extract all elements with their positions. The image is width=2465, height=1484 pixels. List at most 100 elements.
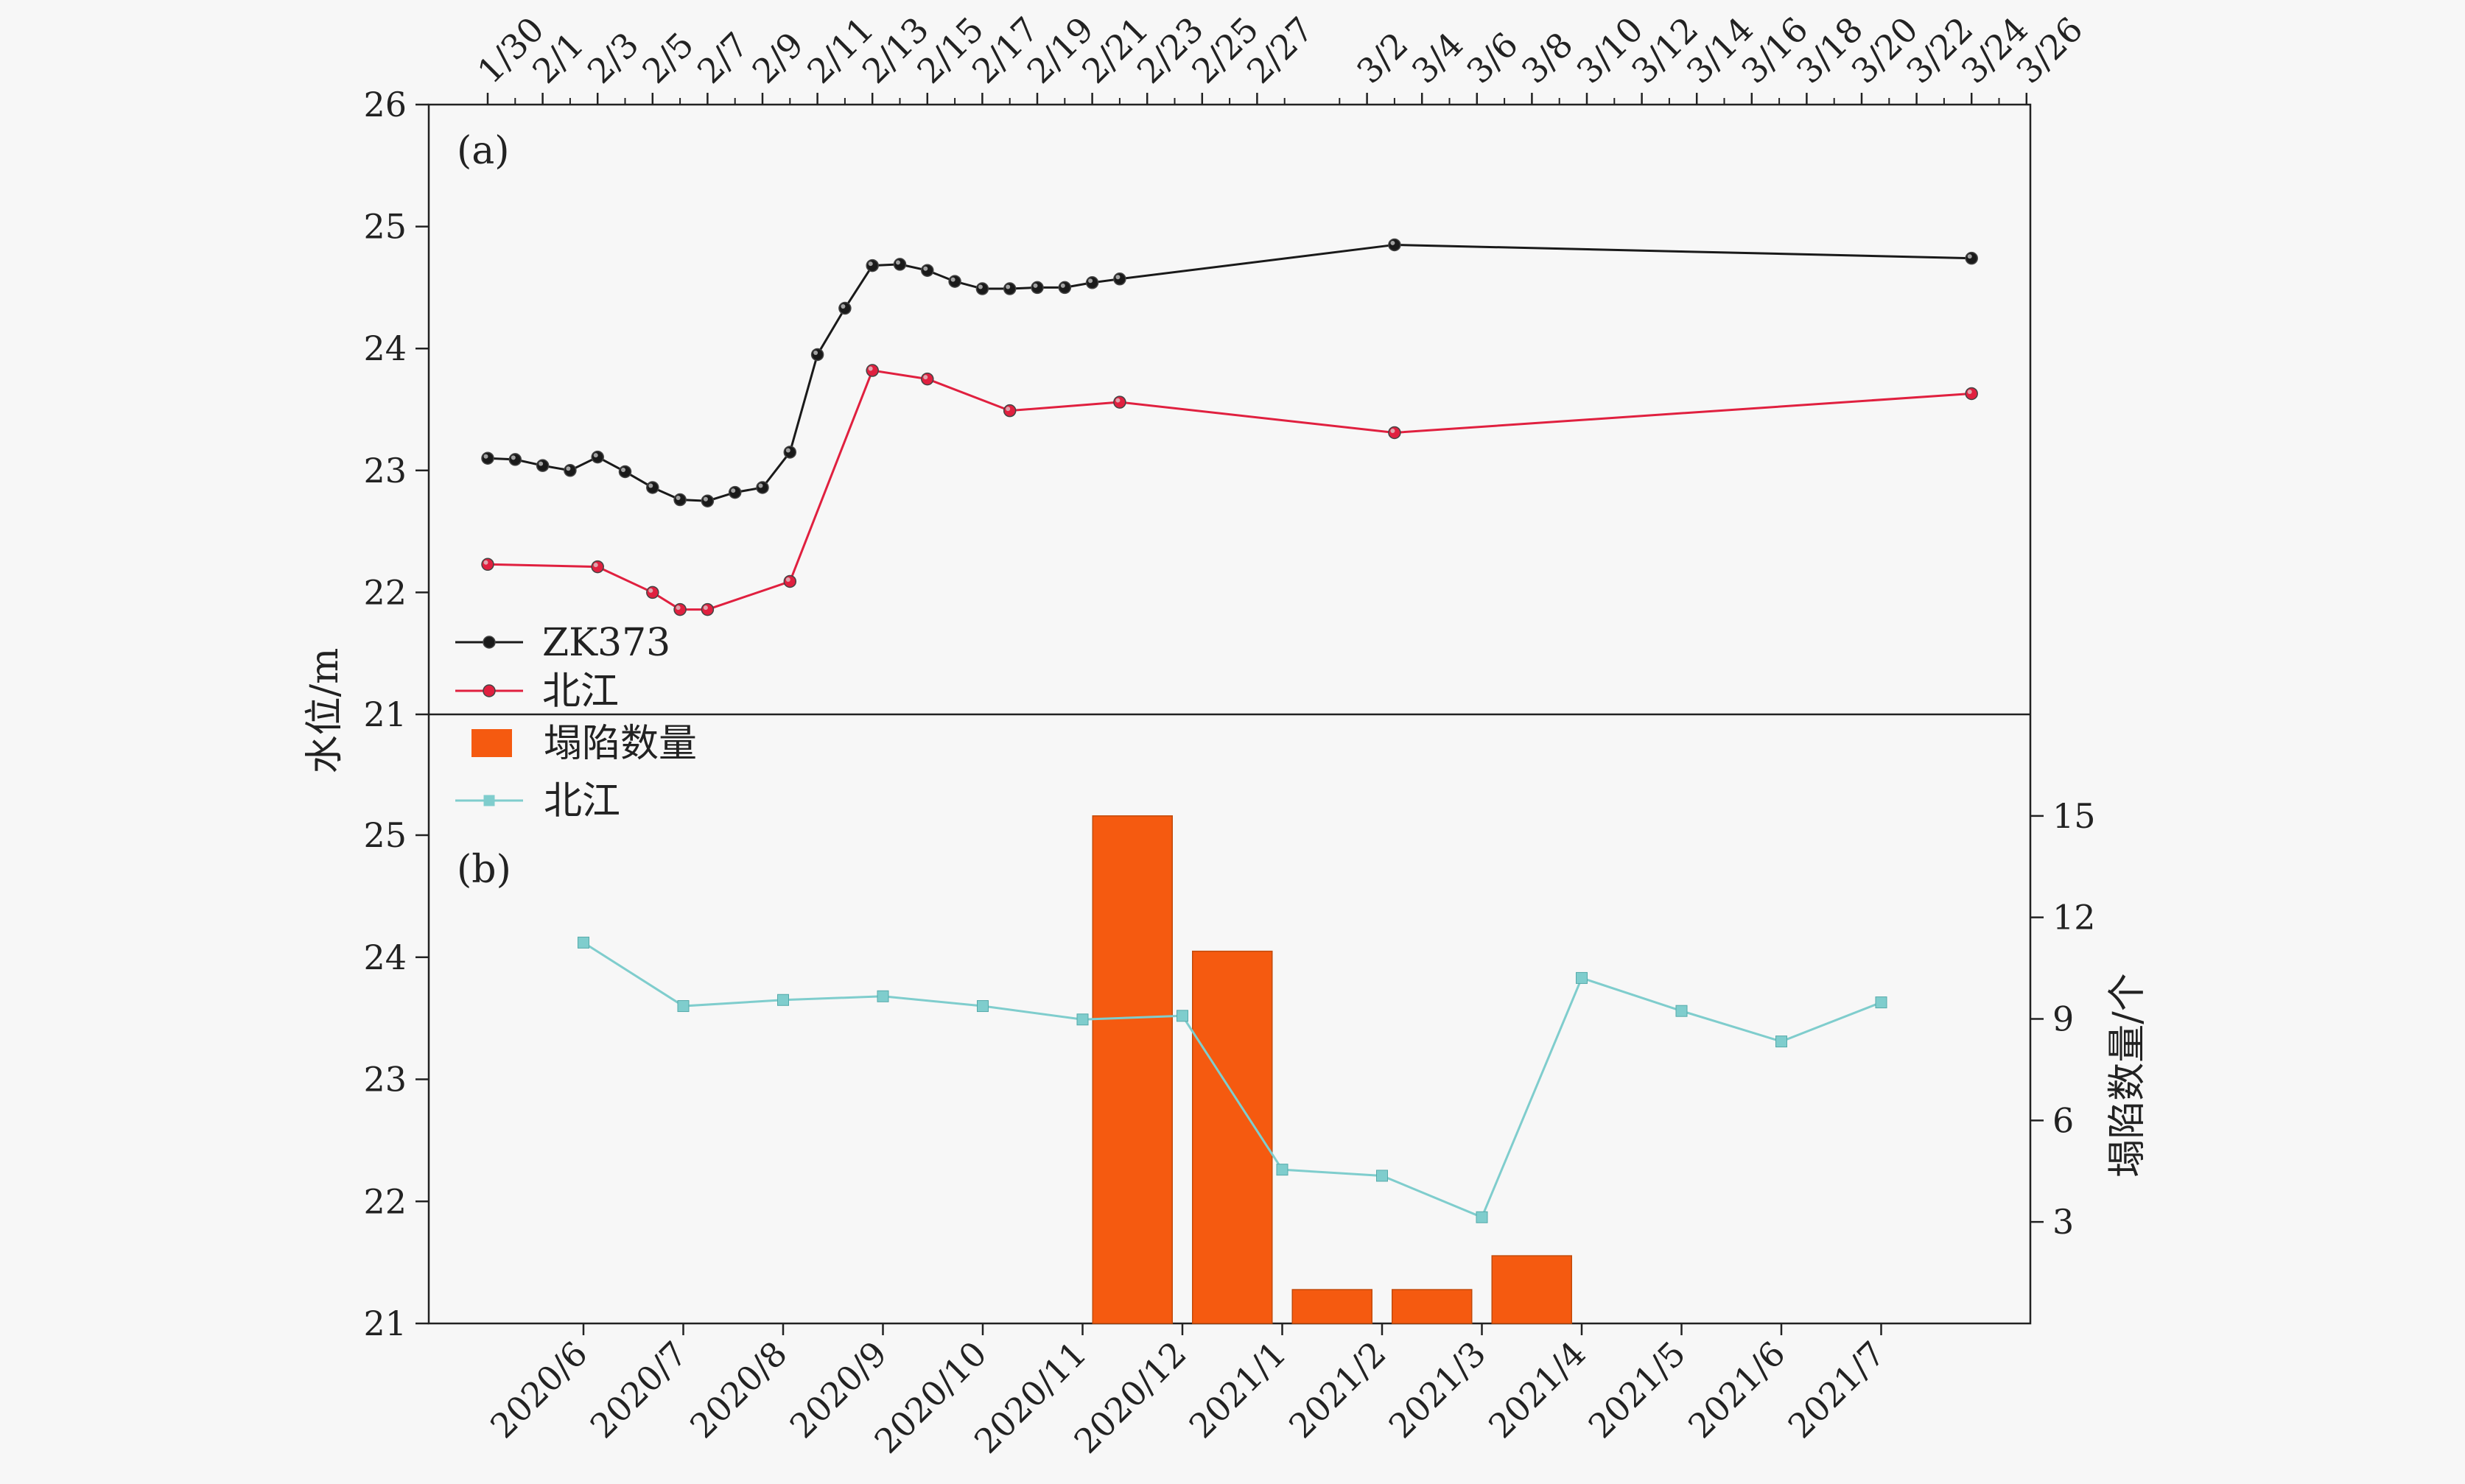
data-point bbox=[893, 258, 907, 271]
data-point bbox=[975, 282, 989, 295]
marker bbox=[591, 450, 604, 464]
legend-label-b: 塌陷数量 bbox=[544, 722, 697, 766]
data-point-square bbox=[1276, 1164, 1288, 1176]
data-point bbox=[564, 464, 577, 477]
data-point-square bbox=[578, 936, 589, 949]
marker bbox=[481, 558, 494, 572]
panel-label-a: (a) bbox=[457, 129, 510, 173]
marker bbox=[1388, 426, 1401, 440]
data-point bbox=[783, 574, 797, 588]
x-tick-label-bottom: 2020/6 bbox=[483, 1334, 595, 1446]
marker bbox=[866, 259, 879, 272]
y-tick-label-b: 23 bbox=[363, 1060, 407, 1100]
x-tick-label-top: 3/26 bbox=[2008, 10, 2090, 91]
data-point bbox=[481, 558, 494, 572]
marker-highlight bbox=[1088, 278, 1093, 284]
data-point bbox=[591, 560, 604, 574]
data-point-square bbox=[1177, 1010, 1188, 1022]
marker bbox=[1003, 282, 1017, 295]
data-point-square bbox=[977, 1000, 989, 1013]
marker-highlight bbox=[593, 453, 598, 458]
marker bbox=[1388, 238, 1401, 252]
marker-highlight bbox=[1390, 428, 1395, 433]
legend-label-b: 北江 bbox=[544, 779, 620, 823]
marker bbox=[591, 560, 604, 574]
marker-highlight bbox=[868, 261, 873, 267]
marker-highlight bbox=[1006, 284, 1011, 289]
line-series-beijiang-b bbox=[583, 941, 1882, 1219]
marker-highlight bbox=[841, 304, 846, 309]
marker-highlight bbox=[703, 496, 708, 502]
marker bbox=[783, 446, 797, 459]
y-tick-label-a: 24 bbox=[363, 328, 407, 368]
data-point-square bbox=[677, 1000, 690, 1013]
marker bbox=[838, 301, 852, 315]
data-point-square bbox=[1775, 1035, 1787, 1048]
marker-highlight bbox=[483, 454, 488, 459]
data-point-square bbox=[877, 990, 889, 1002]
legend-label-a: 北江 bbox=[542, 669, 619, 714]
x-tick-label-bottom: 2021/1 bbox=[1182, 1334, 1294, 1446]
x-tick-label-top: 2/5 bbox=[634, 24, 701, 91]
marker bbox=[921, 264, 934, 277]
marker bbox=[810, 348, 824, 362]
y2-tick-label: 6 bbox=[2052, 1100, 2074, 1140]
x-tick-label-top: 2/3 bbox=[580, 24, 647, 91]
marker-highlight bbox=[621, 467, 625, 472]
y2-tick-label: 12 bbox=[2052, 898, 2096, 938]
data-point bbox=[866, 259, 879, 272]
marker-highlight bbox=[978, 284, 983, 289]
data-point-square bbox=[1476, 1211, 1488, 1223]
marker bbox=[1031, 281, 1044, 295]
data-point bbox=[1965, 251, 1978, 265]
marker-highlight bbox=[1033, 283, 1038, 288]
marker bbox=[1058, 281, 1072, 295]
marker-highlight bbox=[483, 560, 488, 565]
data-point bbox=[701, 494, 715, 507]
y-axis-title-right: 塌陷数量/个 bbox=[2105, 973, 2150, 1178]
marker-highlight bbox=[511, 455, 516, 460]
y-tick-label-a: 25 bbox=[363, 207, 407, 247]
bar bbox=[1092, 815, 1173, 1324]
y-tick-label-b: 24 bbox=[363, 938, 407, 977]
data-point bbox=[838, 301, 852, 315]
data-point-square bbox=[1076, 1013, 1089, 1026]
data-point bbox=[1031, 281, 1044, 295]
marker bbox=[701, 494, 715, 507]
data-point bbox=[1058, 281, 1072, 295]
x-tick-label-bottom: 2021/6 bbox=[1680, 1334, 1793, 1446]
x-tick-label-top: 3/2 bbox=[1349, 24, 1416, 91]
marker-highlight bbox=[648, 483, 653, 488]
marker bbox=[756, 481, 769, 494]
x-tick-label-bottom: 2021/7 bbox=[1781, 1334, 1893, 1446]
x-tick-label-top: 3/8 bbox=[1514, 24, 1581, 91]
line-series-beijiang-a bbox=[487, 369, 1972, 611]
data-point bbox=[1113, 395, 1126, 409]
legend-marker-a bbox=[483, 636, 496, 649]
x-tick-label-top: 2/9 bbox=[745, 24, 812, 91]
marker bbox=[1965, 387, 1978, 401]
panel-label-b: (b) bbox=[457, 848, 511, 892]
data-point-square bbox=[1576, 971, 1588, 984]
marker-highlight bbox=[566, 466, 571, 471]
marker bbox=[893, 258, 907, 271]
x-tick-label-top: 3/6 bbox=[1459, 24, 1526, 91]
marker-highlight bbox=[923, 375, 928, 380]
marker bbox=[701, 602, 715, 616]
data-point bbox=[591, 450, 604, 464]
bar bbox=[1291, 1289, 1372, 1324]
x-tick-label-bottom: 2021/5 bbox=[1581, 1334, 1694, 1446]
data-point bbox=[1965, 387, 1978, 401]
marker bbox=[1113, 272, 1126, 286]
x-tick-label-bottom: 2020/8 bbox=[682, 1334, 795, 1446]
marker bbox=[948, 275, 961, 288]
marker-highlight bbox=[1115, 275, 1121, 280]
marker-highlight bbox=[676, 605, 681, 611]
marker bbox=[783, 574, 797, 588]
marker bbox=[866, 364, 879, 377]
data-point bbox=[1003, 282, 1017, 295]
marker bbox=[728, 485, 742, 499]
bar-series-layer bbox=[1092, 815, 1572, 1324]
y-tick-label-a: 23 bbox=[363, 451, 407, 490]
